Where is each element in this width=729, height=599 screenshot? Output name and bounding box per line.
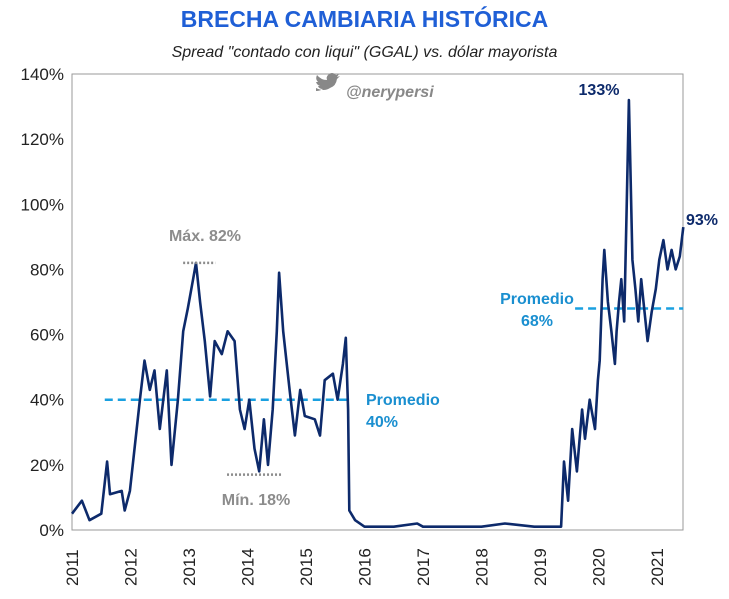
y-tick-label: 120%: [21, 130, 64, 149]
x-tick-label: 2016: [356, 548, 375, 586]
average-value-label: 40%: [366, 414, 398, 431]
plot-frame: [71, 73, 684, 531]
x-tick-label: 2011: [63, 549, 82, 586]
x-tick-label: 2020: [590, 548, 609, 586]
x-tick-label: 2019: [531, 548, 550, 586]
y-tick-label: 0%: [39, 521, 64, 540]
y-tick-label: 40%: [30, 391, 64, 410]
x-tick-label: 2013: [180, 548, 199, 586]
series-line: [70, 98, 685, 529]
average-label: Promedio: [366, 392, 440, 409]
chart-subtitle: Spread "contado con liqui" (GGAL) vs. dó…: [171, 44, 558, 61]
last-value-label: 93%: [686, 212, 718, 229]
y-tick-label: 20%: [30, 456, 64, 475]
peak-label: 133%: [579, 82, 620, 99]
twitter-icon: [316, 73, 340, 91]
min-label: Mín. 18%: [222, 492, 290, 509]
average-label: Promedio: [500, 291, 574, 308]
max-label: Máx. 82%: [169, 228, 241, 245]
x-tick-label: 2014: [239, 548, 258, 586]
y-tick-label: 80%: [30, 260, 64, 279]
average-value-label: 68%: [521, 313, 553, 330]
x-tick-label: 2021: [648, 548, 667, 586]
x-tick-label: 2015: [297, 548, 316, 586]
x-tick-label: 2012: [122, 548, 141, 586]
y-tick-label: 100%: [21, 195, 64, 214]
x-tick-label: 2018: [473, 548, 492, 586]
chart-title: BRECHA CAMBIARIA HISTÓRICA: [180, 6, 549, 32]
x-tick-label: 2017: [414, 548, 433, 586]
y-tick-label: 60%: [30, 326, 64, 345]
y-tick-label: 140%: [21, 65, 64, 84]
watermark-handle: @nerypersi: [346, 84, 434, 101]
